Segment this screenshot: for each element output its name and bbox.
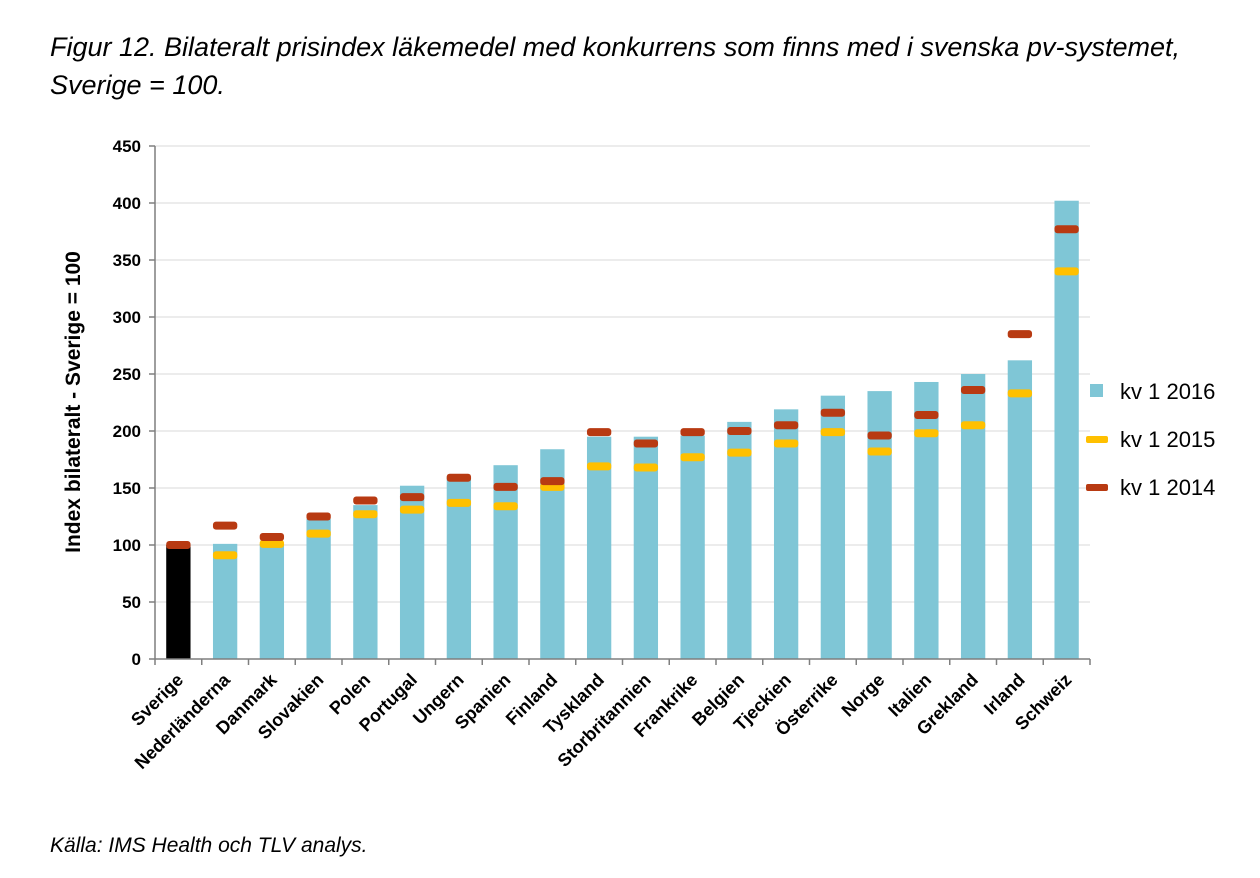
y-tick-label: 0 [132, 650, 141, 669]
marker-kv-1-2015 [306, 529, 331, 538]
marker-kv-1-2014 [259, 533, 285, 542]
axes [149, 145, 1091, 665]
marker-kv-1-2015 [446, 498, 472, 507]
marker-kv-1-2015 [867, 447, 892, 456]
marker-kv-1-2014 [1054, 225, 1079, 234]
y-tick-label: 200 [113, 422, 141, 441]
y-tick-label: 50 [122, 593, 141, 612]
bar-österrike [820, 395, 846, 659]
bar-polen [353, 505, 378, 659]
figure-title: Figur 12. Bilateralt prisindex läkemedel… [50, 32, 1180, 100]
y-tick-label: 150 [113, 479, 141, 498]
bar-grekland [960, 374, 986, 659]
source-note: Källa: IMS Health och TLV analys. [50, 834, 368, 857]
marker-kv-1-2014 [1007, 330, 1033, 339]
y-tick-label: 450 [113, 137, 141, 156]
y-tick-label: 300 [113, 308, 141, 327]
bar-irland [1007, 360, 1033, 659]
marker-kv-1-2015 [493, 502, 518, 511]
bar-schweiz [1054, 200, 1079, 659]
bars [166, 200, 1079, 659]
marker-kv-1-2014 [867, 431, 892, 440]
marker-kv-1-2014 [399, 493, 425, 502]
bar-norge [867, 391, 892, 659]
marker-kv-1-2014 [353, 496, 378, 505]
marker-kv-1-2015 [1054, 267, 1079, 276]
y-axis-label: Index bilateralt - Sverige = 100 [62, 251, 85, 553]
legend: kv 1 2016 kv 1 2015 kv 1 2014 [1086, 379, 1215, 500]
bar-ungern [446, 476, 472, 659]
bar-portugal [399, 485, 425, 659]
bar-slovakien [306, 518, 331, 659]
bar-tyskland [586, 436, 612, 659]
marker-kv-1-2015 [727, 448, 752, 457]
marker-kv-1-2014 [212, 521, 238, 530]
bar-italien [914, 381, 939, 659]
marker-kv-1-2014 [540, 477, 565, 486]
y-tick-label: 100 [113, 536, 141, 555]
marker-kv-1-2015 [960, 421, 986, 430]
marker-kv-1-2015 [820, 428, 846, 437]
legend-swatch-bar [1090, 384, 1103, 397]
marker-kv-1-2015 [399, 505, 425, 514]
legend-label: kv 1 2015 [1120, 427, 1215, 452]
x-category-labels: SverigeNederländernaDanmarkSlovakienPole… [127, 669, 1075, 773]
marker-kv-1-2015 [586, 462, 612, 471]
marker-kv-1-2014 [773, 421, 799, 430]
marker-kv-1-2014 [586, 428, 612, 437]
y-tick-labels: 0 50 100 150 200 250 300 350 400 450 [113, 137, 141, 669]
marker-kv-1-2014 [680, 428, 705, 437]
marker-kv-1-2014 [633, 439, 659, 448]
marker-kv-1-2015 [353, 510, 378, 519]
marker-kv-1-2014 [446, 473, 472, 482]
legend-label: kv 1 2016 [1120, 379, 1215, 404]
bar-nederländerna [212, 543, 238, 659]
marker-kv-1-2014 [166, 541, 191, 549]
marker-kv-1-2014 [960, 385, 986, 394]
marker-kv-1-2015 [212, 551, 238, 560]
marker-kv-1-2014 [820, 408, 846, 417]
legend-swatch-marker [1086, 436, 1108, 443]
marker-kv-1-2015 [1007, 389, 1033, 398]
marker-kv-1-2014 [914, 411, 939, 420]
grid-lines [155, 145, 1090, 603]
y-tick-label: 400 [113, 194, 141, 213]
markers [166, 225, 1079, 560]
legend-label: kv 1 2014 [1120, 475, 1215, 500]
marker-kv-1-2015 [259, 539, 285, 548]
marker-kv-1-2015 [914, 429, 939, 438]
bar-tjeckien [773, 409, 799, 659]
bar-belgien [727, 421, 752, 659]
y-tick-label: 350 [113, 251, 141, 270]
bar-spanien [493, 465, 518, 659]
bar-sverige [166, 545, 191, 659]
bar-frankrike [680, 435, 705, 659]
x-label-norge: Norge [838, 670, 889, 721]
marker-kv-1-2015 [633, 463, 659, 472]
bar-danmark [259, 543, 285, 659]
bar-storbritannien [633, 436, 659, 659]
marker-kv-1-2014 [306, 512, 331, 521]
legend-swatch-marker [1086, 484, 1108, 491]
marker-kv-1-2015 [680, 453, 705, 462]
marker-kv-1-2014 [727, 427, 752, 435]
marker-kv-1-2014 [493, 482, 518, 491]
marker-kv-1-2015 [773, 439, 799, 448]
y-tick-label: 250 [113, 365, 141, 384]
